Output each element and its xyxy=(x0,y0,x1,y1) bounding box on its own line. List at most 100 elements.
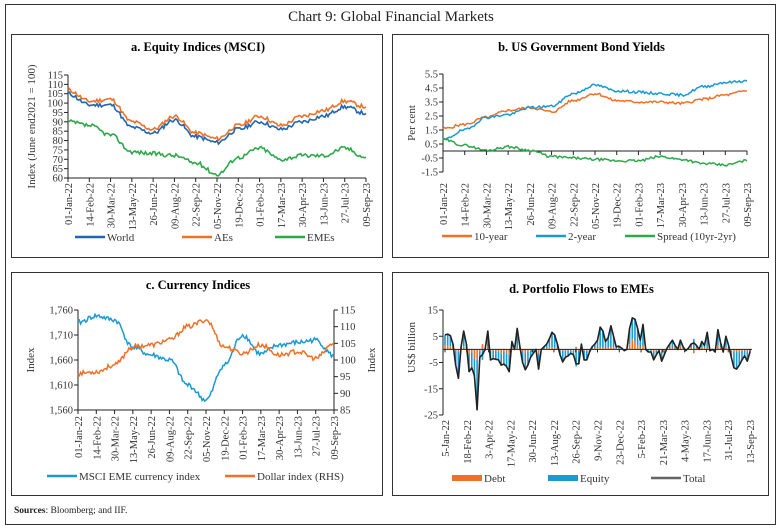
x-tick-label: 01-Feb-23 xyxy=(239,416,250,460)
bar-debt xyxy=(567,349,569,351)
bar-equity xyxy=(671,340,674,349)
x-tick-label: 22-Sep-22 xyxy=(569,183,580,227)
bar-equity xyxy=(674,345,676,349)
bar-debt xyxy=(527,349,529,352)
bar-equity xyxy=(521,352,524,363)
bar-debt xyxy=(462,346,465,350)
y-axis-label: US$ billion xyxy=(406,321,418,373)
legend-label-emes: EMEs xyxy=(307,232,335,244)
bar-equity xyxy=(577,351,580,364)
bar-equity xyxy=(572,350,575,355)
bar-debt xyxy=(577,349,580,352)
x-tick-label: 13-May-22 xyxy=(128,183,139,230)
bar-equity xyxy=(746,351,749,362)
bar-debt xyxy=(639,348,642,350)
bar-debt xyxy=(492,349,494,351)
bar-debt xyxy=(529,349,532,351)
x-tick-label: 30-Apr-23 xyxy=(298,183,309,227)
bar-equity xyxy=(575,349,577,367)
y-tick-label: 4.5 xyxy=(425,84,438,95)
x-tick-label: 05-Nov-22 xyxy=(591,183,602,229)
y-tick-label: 75 xyxy=(53,145,64,156)
bar-equity xyxy=(567,350,569,356)
series-line-total xyxy=(444,317,751,411)
bar-equity xyxy=(607,337,610,348)
x-tick-label: 17-Mar-23 xyxy=(277,183,288,228)
bar-debt xyxy=(564,349,567,351)
y-tick-label: 1,760 xyxy=(49,306,73,317)
bar-debt xyxy=(489,349,492,351)
bar-debt xyxy=(470,349,473,353)
bar-debt xyxy=(706,346,708,350)
legend-label-aes: AEs xyxy=(214,232,233,244)
y-tick-label: 100 xyxy=(47,99,63,110)
x-tick-label: 13-May-22 xyxy=(129,416,140,463)
bar-equity xyxy=(604,341,607,349)
bar-debt xyxy=(642,345,644,350)
series-line-aes xyxy=(67,87,367,142)
x-tick-label: 30-Apr-23 xyxy=(275,416,286,460)
sources-note: Sources: Bloomberg; and IIF. xyxy=(14,506,127,516)
series-line-emes xyxy=(67,118,367,177)
figure-frame xyxy=(5,4,776,525)
x-tick-label: 26-Jun-22 xyxy=(147,416,158,459)
bar-equity xyxy=(449,335,452,347)
bar-equity xyxy=(599,327,601,347)
y-tick-label: 1,660 xyxy=(49,356,73,367)
legend-label-spread: Spread (10yr-2yr) xyxy=(657,231,736,243)
x-tick-label: 17-Mar-23 xyxy=(257,416,268,461)
bar-debt xyxy=(679,345,682,350)
bar-equity xyxy=(551,332,553,348)
bar-equity xyxy=(503,352,505,365)
bar-equity xyxy=(610,325,612,347)
bar-equity xyxy=(668,344,671,349)
bar-debt xyxy=(516,348,519,350)
y-tick-label: -1.5 xyxy=(421,168,438,179)
bar-equity xyxy=(690,344,692,349)
panel-portfolio-flows: d. Portfolio Flows to EMEs US$ billion -25… xyxy=(392,272,769,496)
x-tick-label: 09-Aug-22 xyxy=(548,183,559,229)
bar-debt xyxy=(599,346,601,350)
x-tick-label: 22-Sep-22 xyxy=(192,183,203,227)
x-tick-label: 27-Jul-23 xyxy=(341,183,352,223)
bar-debt xyxy=(628,344,631,350)
currency-indices-chart: c. Currency Indices Index 01-Jan-22 14-Feb-… xyxy=(25,278,378,483)
x-tick-label: 9-Nov-22 xyxy=(594,420,605,461)
y-tick-label: 0.5 xyxy=(425,140,438,151)
y-tick-right-label: 85 xyxy=(340,406,351,417)
y-tick-label: 5.5 xyxy=(425,70,438,81)
y-tick-label: -0.5 xyxy=(421,154,438,165)
bar-debt xyxy=(468,349,470,354)
x-tick-label: 5-Feb-23 xyxy=(637,420,648,459)
bar-equity xyxy=(703,345,706,349)
y-axis-right-label: Index xyxy=(366,347,378,373)
x-tick-label: 01-Jan-22 xyxy=(74,416,85,458)
legend-label-msci-eme-currency: MSCI EME currency index xyxy=(79,471,201,483)
x-tick-label: 13-Jun-23 xyxy=(700,183,711,226)
x-tick-label: 19-Dec-22 xyxy=(613,183,624,228)
bar-debt xyxy=(572,349,575,351)
y-tick-label: 1.5 xyxy=(425,126,438,137)
x-tick-label: 01-Feb-23 xyxy=(256,183,267,227)
y-tick-label: 90 xyxy=(53,117,64,128)
bar-debt xyxy=(521,349,524,352)
bar-debt xyxy=(505,349,508,354)
bar-equity xyxy=(585,350,588,360)
bar-debt xyxy=(537,349,540,354)
x-tick-label: 09-Sep-23 xyxy=(743,183,754,227)
x-tick-label: 23-Dec-22 xyxy=(615,420,626,465)
bar-equity xyxy=(735,352,738,370)
x-tick-label: 01-Feb-23 xyxy=(634,183,645,227)
bar-equity xyxy=(596,340,599,349)
x-tick-label: 26-Jun-22 xyxy=(149,183,160,226)
bar-debt xyxy=(660,349,663,352)
x-tick-label: 13-Aug-22 xyxy=(550,420,561,466)
y-tick-label: -5 xyxy=(429,358,438,369)
bar-debt xyxy=(733,349,735,352)
x-tick-label: 3-Apr-22 xyxy=(485,420,496,459)
bar-debt xyxy=(636,345,639,350)
bar-equity xyxy=(553,334,556,348)
bar-debt xyxy=(634,341,636,350)
bar-debt xyxy=(497,349,500,352)
y-tick-label: 15 xyxy=(428,306,439,317)
